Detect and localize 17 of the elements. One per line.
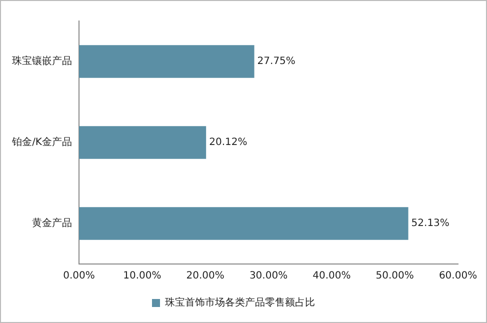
data-label: 27.75%: [257, 56, 296, 68]
y-tick-label: 铂金/K金产品: [11, 136, 72, 148]
x-tick-label: 0.00%: [63, 270, 95, 282]
x-tick-label: 50.00%: [376, 270, 414, 282]
x-tick-label: 10.00%: [123, 270, 162, 282]
y-tick-label: 黄金产品: [32, 217, 72, 230]
x-tick-label: 20.00%: [186, 270, 224, 282]
legend-label: 珠宝首饰市场各类产品零售额占比: [165, 296, 315, 309]
bar: [79, 126, 206, 159]
data-label: 20.12%: [209, 137, 248, 148]
x-tick-label: 30.00%: [249, 270, 288, 282]
y-tick-label: 珠宝镶嵌产品: [12, 55, 72, 68]
data-label: 52.13%: [411, 218, 450, 230]
x-tick-label: 40.00%: [312, 270, 351, 282]
bar: [79, 45, 254, 78]
bar: [79, 207, 408, 240]
x-tick-label: 60.00%: [438, 270, 478, 282]
